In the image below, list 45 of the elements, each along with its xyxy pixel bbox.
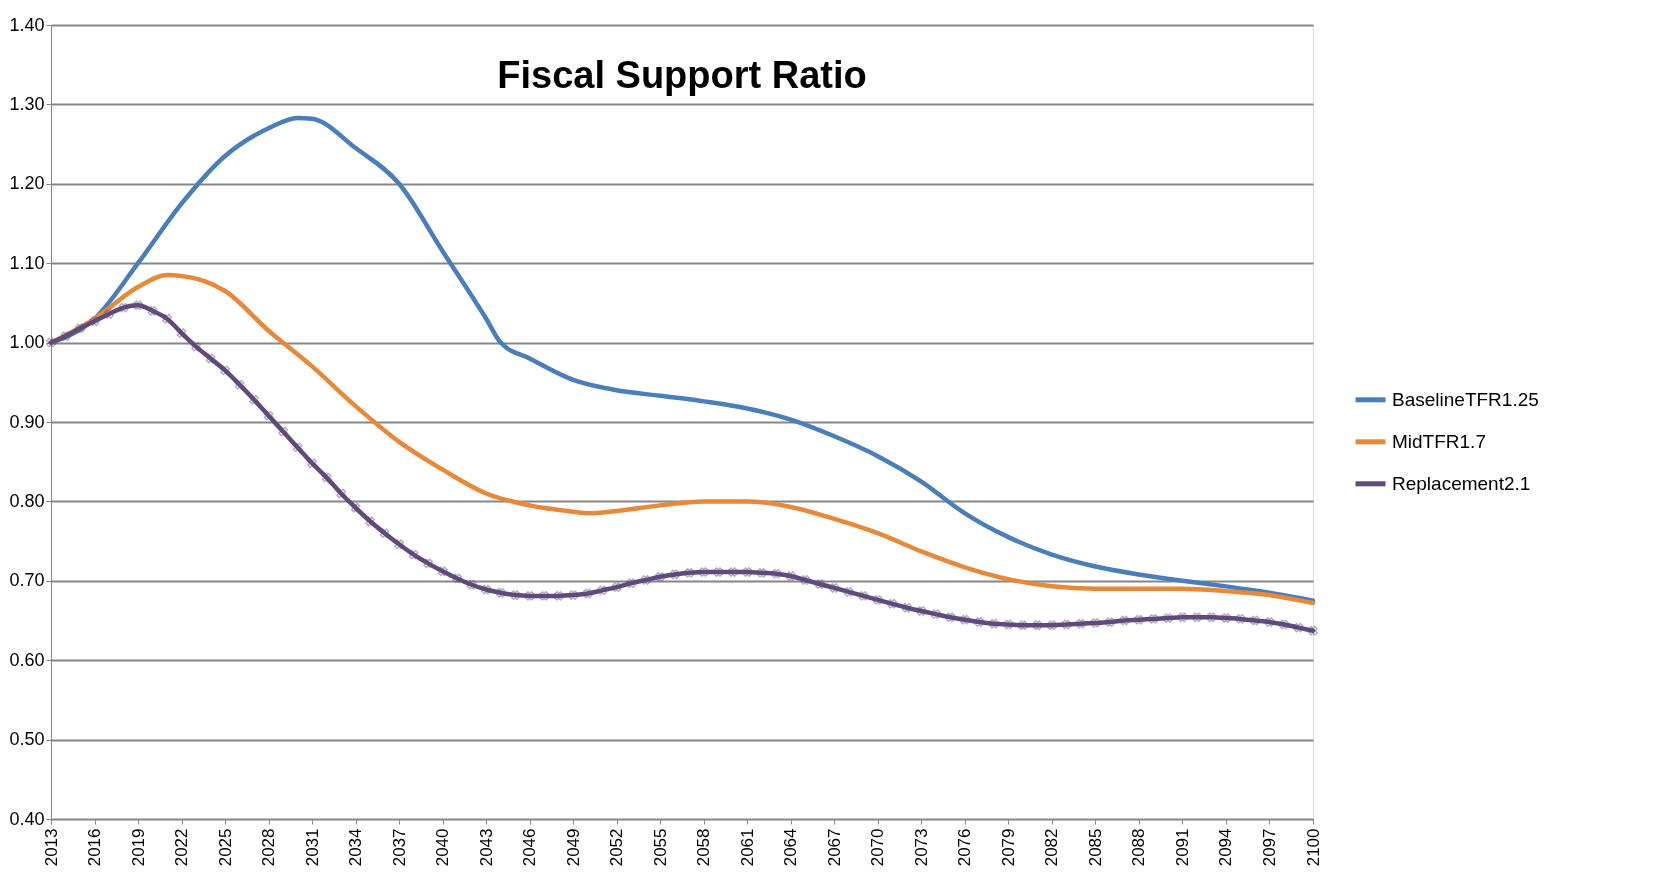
legend-label: MidTFR1.7: [1392, 430, 1486, 452]
x-tick-label: 2049: [563, 828, 583, 867]
x-tick-label: 2079: [998, 828, 1018, 867]
x-tick-label: 2013: [41, 828, 61, 867]
x-tick-label: 2064: [781, 828, 801, 867]
x-tick-label: 2067: [824, 828, 844, 867]
x-tick-label: 2043: [476, 828, 496, 867]
y-tick-label: 0.70: [9, 570, 45, 591]
x-tick-label: 2082: [1042, 828, 1062, 867]
x-tick-label: 2025: [215, 828, 235, 867]
x-tick-label: 2037: [389, 828, 409, 867]
x-tick-label: 2073: [911, 828, 931, 867]
y-tick-label: 1.30: [9, 93, 45, 114]
y-tick-label: 0.50: [9, 729, 45, 750]
y-tick-label: 1.00: [9, 332, 45, 353]
x-tick-label: 2061: [737, 828, 757, 867]
x-tick-label: 2100: [1303, 828, 1323, 867]
x-tick-label: 2016: [85, 828, 105, 867]
x-tick-label: 2031: [302, 828, 322, 867]
x-tick-label: 2040: [433, 828, 453, 867]
y-tick-label: 1.10: [9, 252, 45, 273]
x-tick-label: 2055: [650, 828, 670, 867]
legend-label: Replacement2.1: [1392, 472, 1531, 494]
x-tick-label: 2046: [520, 828, 540, 867]
x-tick-label: 2034: [346, 828, 366, 867]
x-tick-label: 2097: [1259, 828, 1279, 867]
y-tick-label: 1.20: [9, 173, 45, 194]
x-tick-label: 2058: [694, 828, 714, 867]
x-tick-label: 2028: [259, 828, 279, 867]
x-tick-label: 2070: [868, 828, 888, 867]
x-tick-label: 2085: [1085, 828, 1105, 867]
x-tick-label: 2019: [128, 828, 148, 867]
x-tick-label: 2076: [955, 828, 975, 867]
x-tick-label: 2088: [1129, 828, 1149, 867]
legend-label: BaselineTFR1.25: [1392, 388, 1539, 410]
x-tick-label: 2052: [607, 828, 627, 867]
y-tick-label: 0.60: [9, 649, 45, 670]
x-tick-label: 2094: [1216, 828, 1236, 867]
x-tick-label: 2091: [1172, 828, 1192, 867]
y-tick-label: 0.90: [9, 411, 45, 432]
x-tick-label: 2022: [172, 828, 192, 867]
y-tick-label: 0.40: [9, 808, 45, 829]
text: Fiscal Support Ratio: [497, 54, 867, 96]
y-tick-label: 0.80: [9, 490, 45, 511]
y-tick-label: 1.40: [9, 14, 45, 35]
